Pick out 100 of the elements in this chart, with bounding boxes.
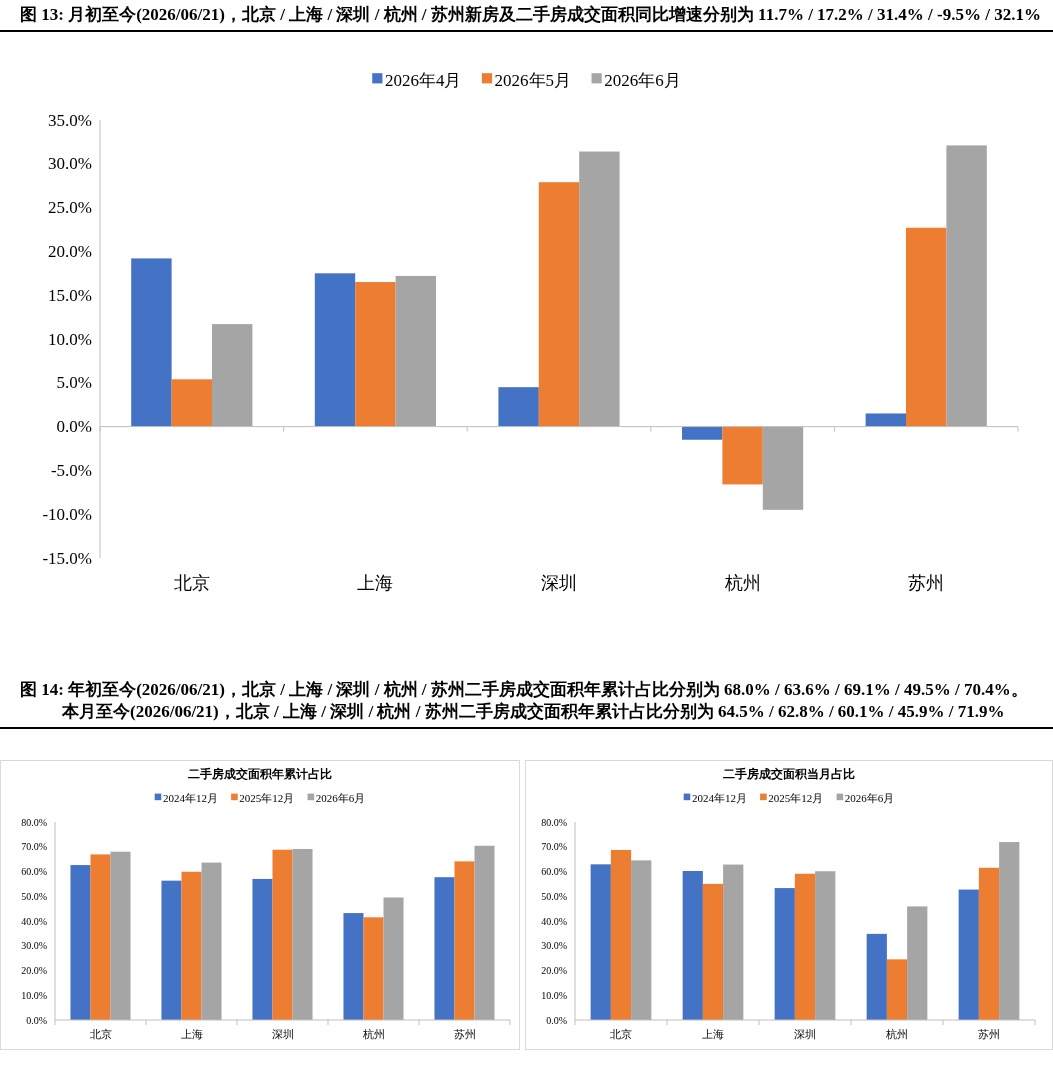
x-tick-label: 深圳 xyxy=(271,1028,294,1040)
bar xyxy=(682,426,723,440)
y-tick-label: 50.0% xyxy=(21,890,47,902)
bar xyxy=(292,848,313,1020)
y-tick-label: 0.0% xyxy=(546,1014,567,1026)
bar xyxy=(171,379,212,427)
bar xyxy=(774,888,795,1020)
legend-label: 2024年12月 xyxy=(691,792,747,804)
y-tick-label: -5.0% xyxy=(50,460,92,480)
bar xyxy=(355,282,396,427)
y-tick-label: 35.0% xyxy=(48,110,92,130)
y-tick-label: 0.0% xyxy=(56,417,92,437)
x-tick-label: 深圳 xyxy=(794,1028,816,1040)
y-tick-label: 20.0% xyxy=(541,965,567,976)
bar xyxy=(363,917,384,1020)
bar xyxy=(201,862,222,1020)
bar xyxy=(498,387,539,427)
y-tick-label: -15.0% xyxy=(42,548,92,568)
chart-subtitle: 二手房成交面积年累计占比 xyxy=(188,767,332,781)
bar xyxy=(252,878,273,1020)
y-tick-label: 15.0% xyxy=(48,285,92,305)
x-tick-label: 上海 xyxy=(357,572,394,593)
bar xyxy=(631,860,652,1020)
y-tick-label: 20.0% xyxy=(21,965,47,976)
y-tick-label: 70.0% xyxy=(21,841,47,853)
bar xyxy=(794,873,816,1020)
legend-label: 2026年6月 xyxy=(315,792,366,804)
x-tick-label: 苏州 xyxy=(908,572,945,593)
bar xyxy=(978,867,1000,1020)
y-tick-label: 30.0% xyxy=(48,154,92,174)
legend-label: 2026年4月 xyxy=(384,70,462,90)
x-tick-label: 杭州 xyxy=(361,1028,385,1040)
y-tick-label: 80.0% xyxy=(21,816,47,828)
legend-label: 2026年6月 xyxy=(844,792,895,804)
bar xyxy=(434,877,455,1020)
bar xyxy=(454,861,475,1020)
y-tick-label: 30.0% xyxy=(21,940,47,952)
y-tick-label: 60.0% xyxy=(541,866,567,877)
bar xyxy=(907,906,928,1020)
chart-title: 图 14: 年初至今(2026/06/21)，北京 / 上海 / 深圳 / 杭州 / 苏州二手房成交面积年累计占比分别为 68.0% / 63.6% / 69.1% / 49.5% / 70.4%。本月至今(2026/06/21)，北京 / 上海 / 深圳 / 杭州 / 苏州二手房成交面积年累计占比分别为 64.5% / 62.8% / 60.1% / 45.9% / 71.9% xyxy=(0,675,1053,729)
bar xyxy=(610,849,632,1020)
bar xyxy=(90,854,111,1020)
y-tick-label: 30.0% xyxy=(541,940,567,952)
bar xyxy=(702,883,724,1020)
bar xyxy=(181,871,202,1020)
bar xyxy=(161,880,182,1020)
y-tick-label: 60.0% xyxy=(21,866,47,877)
y-tick-label: 0.0% xyxy=(26,1014,47,1026)
bar xyxy=(212,324,253,427)
x-tick-label: 北京 xyxy=(610,1028,632,1040)
chart-title: 图 13: 月初至今(2026/06/21)，北京 / 上海 / 深圳 / 杭州 / 苏州新房及二手房成交面积同比增速分别为 11.7% / 17.2% / 31.4% / -9.5% / 32.1% xyxy=(0,0,1053,32)
y-tick-label: 70.0% xyxy=(541,841,567,853)
bar xyxy=(723,864,744,1020)
bar xyxy=(314,273,356,427)
y-tick-label: 80.0% xyxy=(541,816,567,828)
bar xyxy=(579,151,620,427)
x-tick-label: 杭州 xyxy=(723,572,761,593)
legend-label: 2025年12月 xyxy=(768,792,824,804)
x-tick-label: 北京 xyxy=(89,1028,112,1040)
y-tick-label: 10.0% xyxy=(48,329,92,349)
legend-label: 2026年5月 xyxy=(494,70,572,90)
bar xyxy=(866,933,887,1020)
x-tick-label: 杭州 xyxy=(885,1028,908,1040)
bar xyxy=(999,842,1020,1020)
bar xyxy=(383,897,404,1020)
bar xyxy=(538,182,580,427)
bar xyxy=(682,871,703,1020)
bar xyxy=(886,959,908,1020)
y-tick-label: 10.0% xyxy=(21,989,47,1001)
x-tick-label: 北京 xyxy=(173,572,210,593)
bar xyxy=(474,845,495,1020)
x-tick-label: 上海 xyxy=(180,1028,203,1040)
x-tick-label: 深圳 xyxy=(541,572,577,593)
bar xyxy=(815,871,836,1020)
legend-label: 2025年12月 xyxy=(239,792,295,804)
bar xyxy=(395,275,436,427)
bar xyxy=(590,864,611,1020)
bar xyxy=(272,849,293,1020)
bar xyxy=(865,413,906,427)
x-tick-label: 苏州 xyxy=(978,1028,1000,1040)
bar xyxy=(722,426,763,485)
bar xyxy=(110,851,131,1020)
y-tick-label: 20.0% xyxy=(48,241,92,261)
x-tick-label: 上海 xyxy=(702,1028,724,1040)
y-tick-label: -10.0% xyxy=(42,504,92,524)
legend-label: 2026年6月 xyxy=(604,70,681,90)
bar xyxy=(131,258,172,427)
y-tick-label: 40.0% xyxy=(541,915,567,927)
chart-title: 二手房成交面积当月占比 xyxy=(723,767,855,781)
x-tick-label: 苏州 xyxy=(453,1028,476,1040)
bar xyxy=(906,227,947,427)
y-tick-label: 50.0% xyxy=(541,890,567,902)
y-tick-label: 25.0% xyxy=(48,198,92,218)
bar xyxy=(70,865,91,1020)
y-tick-label: 5.0% xyxy=(56,373,92,393)
bar xyxy=(946,145,987,427)
y-tick-label: 10.0% xyxy=(541,989,567,1001)
legend-label: 2024年12月 xyxy=(162,792,218,804)
bar xyxy=(762,426,804,510)
y-tick-label: 40.0% xyxy=(21,915,47,927)
